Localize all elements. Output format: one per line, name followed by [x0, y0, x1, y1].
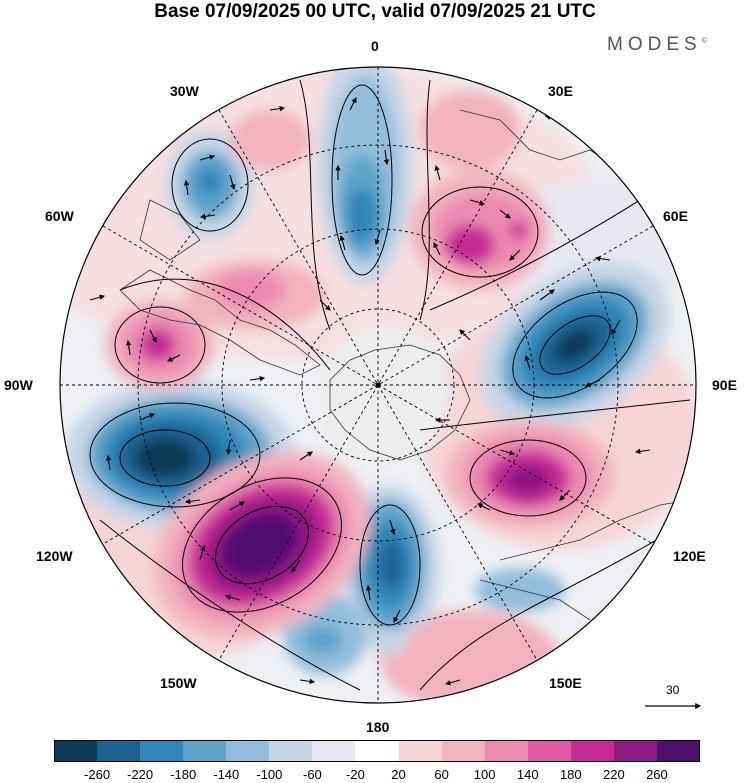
- colorbar-tick-label: -60: [302, 767, 322, 782]
- colorbar-swatch: [97, 740, 141, 762]
- brand-name: MODES: [607, 34, 702, 55]
- colorbar-tick-label: 140: [516, 767, 539, 782]
- colorbar-frame: [54, 740, 700, 762]
- colorbar-swatch: [140, 740, 184, 762]
- colorbar-tick-label: -220: [127, 767, 154, 782]
- coastlines: [119, 109, 691, 621]
- colorbar-swatch: [613, 740, 658, 762]
- colorbar-tick-label: -20: [346, 767, 365, 782]
- meridian-label-150w: 150W: [160, 675, 197, 691]
- colorbar-swatch: [398, 740, 443, 762]
- meridian-label-90w: 90W: [4, 377, 33, 393]
- wind-vectors: [89, 97, 651, 686]
- brand-mark: ©: [701, 37, 707, 45]
- meridian-label-30e: 30E: [548, 83, 573, 99]
- colorbar-swatch: [54, 740, 98, 762]
- colorbar-swatch: [570, 740, 615, 762]
- meridian-label-180: 180: [366, 719, 390, 735]
- meridian-label-90e: 90E: [712, 377, 737, 393]
- colorbar-tick-label: -260: [84, 767, 111, 782]
- colorbar-tick-label: -180: [170, 767, 197, 782]
- modes-logo: MODES©: [607, 34, 707, 56]
- colorbar-swatch: [441, 740, 486, 762]
- geopotential-contours: [89, 79, 691, 691]
- map-boundary: [59, 66, 697, 704]
- colorbar-tick-label: -100: [256, 767, 283, 782]
- meridian-label-60w: 60W: [45, 208, 74, 224]
- colorbar-swatch: [183, 740, 227, 762]
- colorbar-tick-label: 260: [646, 767, 668, 782]
- colorbar-tick-label: 20: [391, 767, 406, 782]
- meridian-label-30w: 30W: [170, 83, 199, 99]
- colorbar-tick-label: 180: [559, 767, 582, 782]
- meridian-label-120w: 120W: [36, 548, 73, 564]
- colorbar-swatch: [656, 740, 701, 762]
- colorbar-tick-label: 100: [473, 767, 496, 782]
- meridian-label-60e: 60E: [663, 208, 688, 224]
- colorbar-swatch: [226, 740, 270, 762]
- colorbar-tick-label: 220: [603, 767, 625, 782]
- meridian-label-0: 0: [371, 38, 379, 54]
- colorbar-swatch: [527, 740, 572, 762]
- colorbar-swatch: [355, 740, 400, 762]
- meridian-label-120e: 120E: [673, 548, 706, 564]
- colorbar-tick-label: 60: [434, 767, 449, 782]
- map-title: Base 07/09/2025 00 UTC, valid 07/09/2025…: [154, 1, 596, 22]
- meridian-label-150e: 150E: [549, 675, 582, 691]
- colorbar-swatch: [484, 740, 529, 762]
- colorbar-tick-label: -140: [213, 767, 240, 782]
- colorbar-swatch: [312, 740, 356, 762]
- colorbar-swatch: [269, 740, 313, 762]
- reference-vector-label: 30: [666, 683, 680, 697]
